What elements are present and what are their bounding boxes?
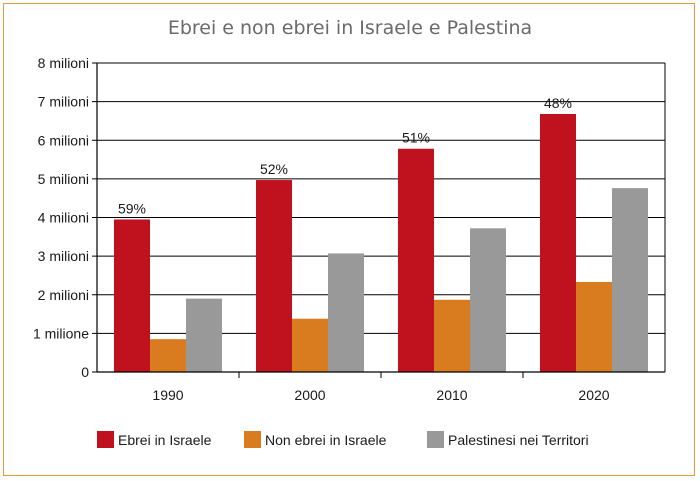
y-tick-label: 2 milioni: [38, 287, 89, 303]
legend-label: Non ebrei in Israele: [265, 432, 387, 448]
y-tick-label: 1 milione: [33, 325, 89, 341]
legend-swatch: [427, 431, 444, 448]
bar: [576, 282, 612, 372]
bar: [612, 188, 648, 372]
legend: Ebrei in Israele Non ebrei in Israele Pale…: [97, 431, 589, 448]
y-tick-label: 5 milioni: [38, 171, 89, 187]
data-labels: 59% 52% 51% 48%: [118, 95, 572, 216]
data-label: 52%: [260, 161, 288, 177]
bar: [328, 253, 364, 372]
x-tick-label: 2010: [436, 387, 467, 403]
legend-label: Palestinesi nei Territori: [448, 432, 589, 448]
y-tick-label: 6 milioni: [38, 132, 89, 148]
data-label: 51%: [402, 130, 430, 146]
y-tick-label: 3 milioni: [38, 248, 89, 264]
x-tick-label: 2020: [578, 387, 609, 403]
chart-title: Ebrei e non ebrei in Israele e Palestina: [168, 17, 532, 39]
bars: [114, 113, 648, 373]
bar: [150, 339, 186, 372]
bar: [434, 299, 470, 372]
x-axis: 1990 2000 2010 2020: [96, 63, 665, 403]
legend-swatch: [244, 431, 261, 448]
y-tick-label: 0: [81, 364, 89, 380]
bar: [398, 148, 434, 372]
bar: [540, 113, 576, 373]
bar: [186, 298, 222, 372]
bar: [256, 180, 292, 372]
bar: [114, 219, 150, 372]
x-tick-label: 2000: [294, 387, 325, 403]
data-label: 48%: [544, 95, 572, 111]
y-tick-label: 8 milioni: [38, 55, 89, 71]
x-tick-label: 1990: [152, 387, 183, 403]
y-tick-label: 4 milioni: [38, 210, 89, 226]
data-label: 59%: [118, 200, 146, 216]
bar: [292, 318, 328, 372]
legend-label: Ebrei in Israele: [118, 432, 212, 448]
bar: [470, 228, 506, 372]
legend-swatch: [97, 431, 114, 448]
y-axis-ticks: 0 1 milione 2 milioni 3 milioni 4 milioni 5 m…: [33, 55, 97, 380]
y-tick-label: 7 milioni: [38, 94, 89, 110]
